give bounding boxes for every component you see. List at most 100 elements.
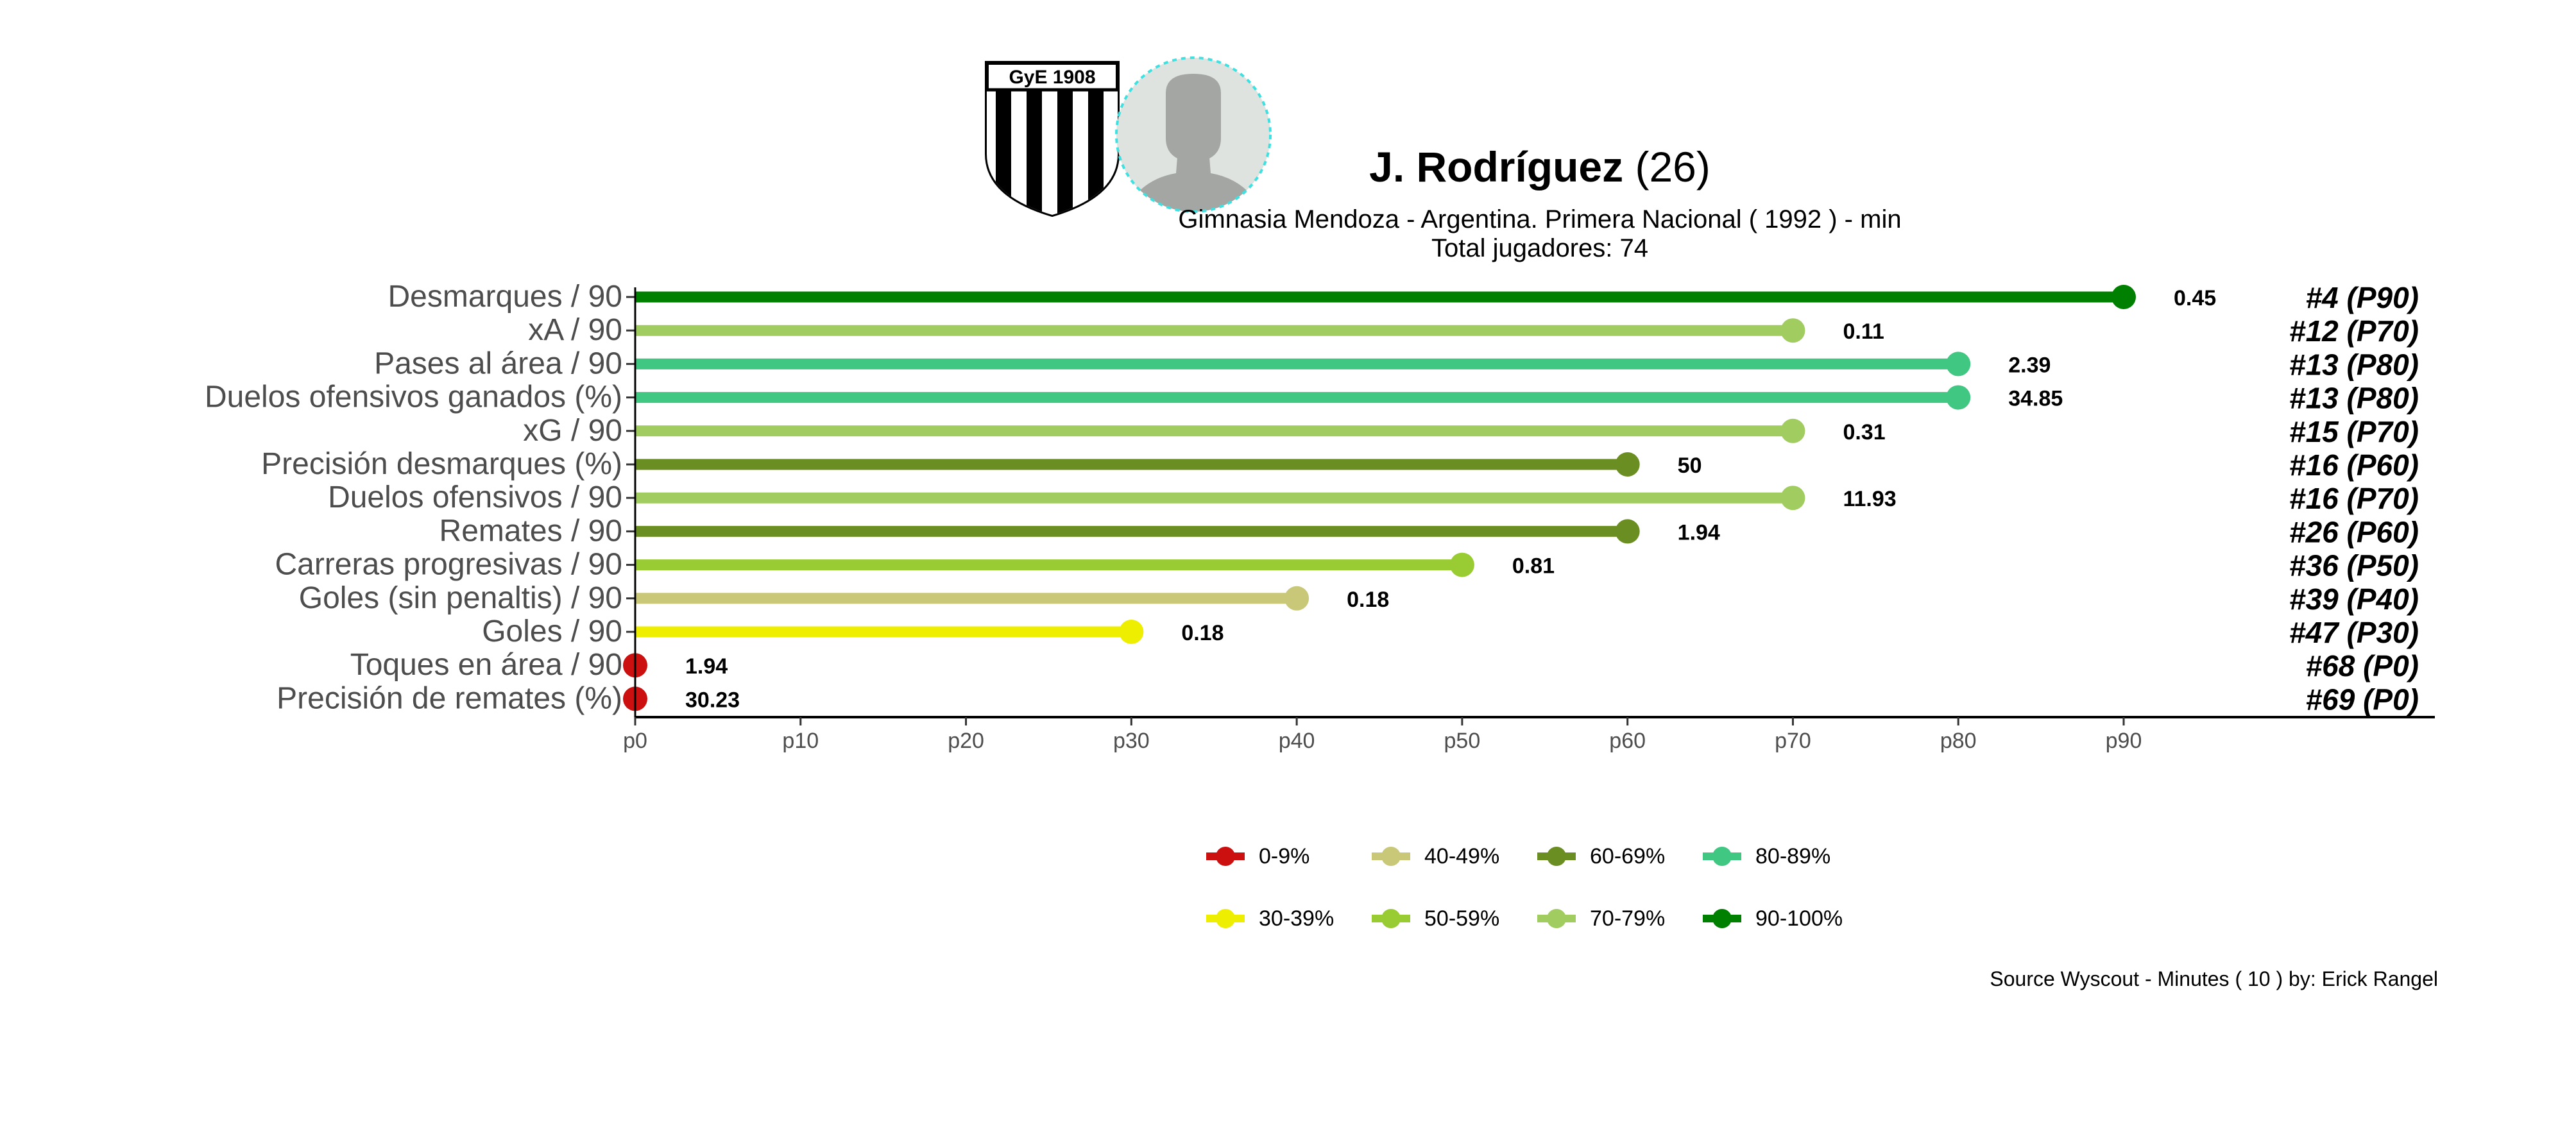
value-label: 0.31 <box>1843 420 1885 445</box>
rank-label: #12 (P70) <box>2289 314 2419 348</box>
legend: 0-9% 30-39% 40-49% 50-59% 60-69% 70-79% 80-89%… <box>1206 837 1925 946</box>
legend-item: 30-39% <box>1206 899 1334 938</box>
value-label: 11.93 <box>1843 487 1896 511</box>
legend-key <box>1372 837 1410 876</box>
metric-label: Pases al área / 90 <box>374 346 622 380</box>
legend-key <box>1206 899 1245 938</box>
club-crest-logo: GyE 1908 <box>985 61 1120 217</box>
chart-row: xA / 90 0.11 #12 (P70) <box>528 313 2419 348</box>
chart-row: Remates / 90 1.94 #26 (P60) <box>439 514 2419 548</box>
x-tick-label: p40 <box>1279 729 1315 753</box>
legend-key <box>1703 899 1741 938</box>
legend-item: 60-69% <box>1537 837 1665 876</box>
source-caption: Source Wyscout - Minutes ( 10 ) by: Eric… <box>1990 967 2438 990</box>
chart-row: Carreras progresivas / 90 0.81 #36 (P50) <box>275 548 2419 582</box>
value-label: 0.18 <box>1347 588 1389 612</box>
legend-item: 50-59% <box>1372 899 1499 938</box>
x-tick-label: p70 <box>1775 729 1811 753</box>
chart-subtitle: Gimnasia Mendoza - Argentina. Primera Na… <box>1178 205 1902 233</box>
chart-row: Goles (sin penaltis) / 90 0.18 #39 (P40) <box>299 581 2419 616</box>
rank-label: #4 (P90) <box>2306 281 2419 314</box>
legend-label: 50-59% <box>1424 906 1500 931</box>
metric-label: Precisión de remates (%) <box>277 681 622 715</box>
metric-label: xA / 90 <box>528 313 622 347</box>
bar-point <box>1780 318 1805 343</box>
value-label: 2.39 <box>2008 353 2051 377</box>
metric-label: Goles / 90 <box>482 615 622 649</box>
rank-label: #36 (P50) <box>2289 549 2419 582</box>
rank-label: #13 (P80) <box>2289 382 2419 415</box>
chart-row: Duelos ofensivos / 90 11.93 #16 (P70) <box>328 480 2419 515</box>
legend-item: 70-79% <box>1537 899 1665 938</box>
legend-key <box>1537 837 1576 876</box>
chart-row: Precisión desmarques (%) 50 #16 (P60) <box>261 447 2419 482</box>
bar-point <box>1780 486 1805 511</box>
bar-point <box>1119 620 1144 644</box>
legend-key <box>1703 837 1741 876</box>
x-tick-label: p30 <box>1113 729 1150 753</box>
metric-label: Goles (sin penaltis) / 90 <box>299 581 622 615</box>
x-tick-label: p50 <box>1444 729 1481 753</box>
bar-point <box>1449 552 1474 577</box>
bar-point <box>1615 452 1640 477</box>
chart-row: Pases al área / 90 2.39 #13 (P80) <box>374 346 2419 381</box>
metric-label: Duelos ofensivos / 90 <box>328 480 622 514</box>
legend-item: 90-100% <box>1703 899 1843 938</box>
legend-label: 90-100% <box>1755 906 1843 931</box>
value-label: 1.94 <box>1678 520 1720 545</box>
bar-point <box>1946 352 1971 377</box>
value-label: 34.85 <box>2008 387 2063 411</box>
chart-row: Precisión de remates (%) 30.23 #69 (P0) <box>277 681 2419 716</box>
rank-label: #16 (P60) <box>2289 448 2419 482</box>
bar-point <box>2111 285 2136 309</box>
legend-item: 40-49% <box>1372 837 1499 876</box>
chart-row: Toques en área / 90 1.94 #68 (P0) <box>350 648 2419 682</box>
value-label: 30.23 <box>685 688 740 712</box>
bar-point <box>1615 519 1640 544</box>
bar-point <box>1284 586 1309 611</box>
legend-key <box>1372 899 1410 938</box>
legend-label: 40-49% <box>1424 844 1500 869</box>
legend-label: 30-39% <box>1259 906 1335 931</box>
x-tick-label: p10 <box>782 729 819 753</box>
person-silhouette-icon <box>1123 74 1264 212</box>
rank-label: #13 (P80) <box>2289 348 2419 381</box>
x-tick-label: p90 <box>2106 729 2142 753</box>
rank-label: #68 (P0) <box>2306 649 2419 682</box>
legend-item: 0-9% <box>1206 837 1309 876</box>
total-players-label: Total jugadores: 74 <box>1431 234 1648 262</box>
metric-label: Remates / 90 <box>439 514 622 548</box>
player-avatar <box>1115 56 1272 213</box>
metric-label: Duelos ofensivos ganados (%) <box>205 380 622 414</box>
legend-key <box>1537 899 1576 938</box>
metric-label: Carreras progresivas / 90 <box>275 548 622 582</box>
rank-label: #47 (P30) <box>2289 616 2419 649</box>
metric-label: Desmarques / 90 <box>388 280 622 314</box>
legend-item: 80-89% <box>1703 837 1830 876</box>
crest-text: GyE 1908 <box>1009 67 1095 88</box>
rank-label: #15 (P70) <box>2289 415 2419 448</box>
value-label: 50 <box>1678 454 1702 478</box>
chart-row: Duelos ofensivos ganados (%) 34.85 #13 (P8… <box>205 380 2419 415</box>
bar-point <box>1946 385 1971 410</box>
rank-label: #39 (P40) <box>2289 582 2419 616</box>
chart-row: Desmarques / 90 0.45 #4 (P90) <box>388 280 2419 314</box>
chart-row: xG / 90 0.31 #15 (P70) <box>523 414 2419 448</box>
value-label: 0.11 <box>1843 319 1884 344</box>
x-tick-label: p80 <box>1940 729 1977 753</box>
value-label: 0.18 <box>1181 621 1224 645</box>
rank-label: #69 (P0) <box>2306 682 2419 716</box>
chart-title: J. Rodríguez (26) <box>898 142 2181 191</box>
value-label: 1.94 <box>685 654 728 679</box>
legend-label: 80-89% <box>1755 844 1831 869</box>
value-label: 0.45 <box>2174 286 2216 310</box>
x-tick-label: p20 <box>948 729 984 753</box>
bar-point <box>1780 418 1805 443</box>
legend-label: 60-69% <box>1590 844 1666 869</box>
metric-label: xG / 90 <box>523 414 622 448</box>
legend-label: 70-79% <box>1590 906 1666 931</box>
x-tick-label: p0 <box>623 729 647 753</box>
x-tick-label: p60 <box>1609 729 1646 753</box>
chart-row: Goles / 90 0.18 #47 (P30) <box>482 615 2419 649</box>
